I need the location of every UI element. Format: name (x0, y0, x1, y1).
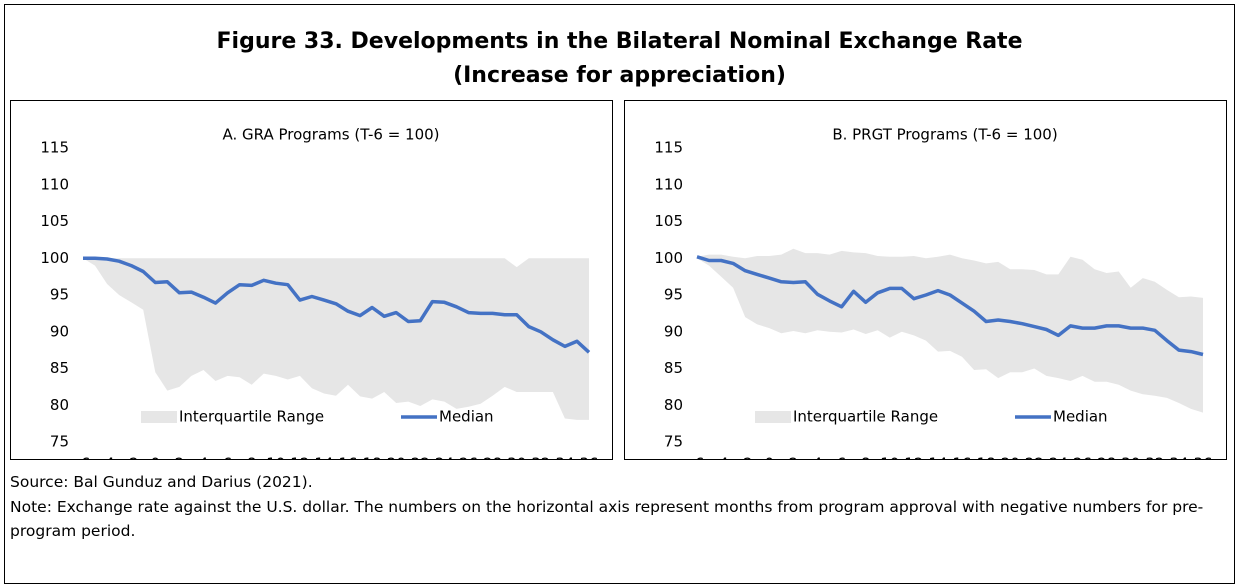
source: Source: Bal Gunduz and Darius (2021). (10, 473, 313, 491)
x-tick-label: -2 (738, 455, 753, 461)
x-tick-label: -6 (76, 455, 91, 461)
y-tick-label: 85 (664, 359, 683, 377)
x-tick-label: 10 (266, 455, 285, 461)
chart-panel: A. GRA Programs (T-6 = 100)7580859095100… (10, 100, 613, 460)
figure-subtitle: (Increase for appreciation) (453, 63, 786, 88)
x-tick-label: 26 (1073, 455, 1092, 461)
x-tick-label: 18 (977, 455, 996, 461)
legend-label: Median (1053, 408, 1108, 426)
x-tick-label: 16 (339, 455, 358, 461)
x-tick-label: 2 (175, 455, 185, 461)
y-tick-label: 105 (40, 212, 69, 230)
x-tick-label: 34 (555, 455, 574, 461)
x-tick-label: -4 (100, 455, 115, 461)
x-tick-label: 8 (861, 455, 871, 461)
x-tick-label: 32 (1145, 455, 1164, 461)
x-tick-label: 24 (435, 455, 454, 461)
legend-label: Median (439, 408, 494, 426)
y-tick-label: 80 (664, 396, 683, 414)
legend-label: Interquartile Range (793, 408, 938, 426)
y-tick-label: 115 (40, 139, 69, 157)
x-tick-label: 26 (459, 455, 478, 461)
x-tick-label: 16 (953, 455, 972, 461)
x-tick-label: 14 (928, 455, 947, 461)
x-tick-label: 30 (507, 455, 526, 461)
chart-title: A. GRA Programs (T-6 = 100) (222, 126, 439, 144)
y-tick-label: 110 (40, 175, 69, 193)
x-tick-label: 30 (1121, 455, 1140, 461)
y-tick-label: 95 (664, 286, 683, 304)
x-tick-label: 12 (904, 455, 923, 461)
x-tick-label: 8 (247, 455, 257, 461)
y-tick-label: 90 (50, 322, 69, 340)
x-tick-label: 0 (765, 455, 775, 461)
y-tick-label: 105 (654, 212, 683, 230)
range-area (697, 248, 1203, 413)
y-tick-label: 115 (654, 139, 683, 157)
x-tick-label: 10 (880, 455, 899, 461)
x-tick-label: 4 (813, 455, 823, 461)
y-tick-label: 110 (654, 175, 683, 193)
x-tick-label: 22 (411, 455, 430, 461)
chart-title: B. PRGT Programs (T-6 = 100) (832, 126, 1057, 144)
x-tick-label: 4 (199, 455, 209, 461)
note: Note: Exchange rate against the U.S. dol… (10, 498, 1204, 540)
x-tick-label: 0 (151, 455, 161, 461)
figure-title: Figure 33. Developments in the Bilateral… (216, 29, 1023, 54)
y-tick-label: 100 (654, 249, 683, 267)
median-line (696, 255, 1204, 357)
x-tick-label: 34 (1169, 455, 1188, 461)
x-tick-label: 36 (1193, 455, 1212, 461)
x-tick-label: 28 (1097, 455, 1116, 461)
x-tick-label: -6 (690, 455, 705, 461)
x-tick-label: 24 (1049, 455, 1068, 461)
x-tick-label: -2 (124, 455, 139, 461)
y-tick-label: 95 (50, 286, 69, 304)
x-tick-label: 2 (789, 455, 799, 461)
x-tick-label: 20 (387, 455, 406, 461)
x-tick-label: 6 (837, 455, 847, 461)
x-tick-label: 28 (483, 455, 502, 461)
x-tick-label: 20 (1001, 455, 1020, 461)
x-tick-label: 32 (531, 455, 550, 461)
x-tick-label: 22 (1025, 455, 1044, 461)
y-tick-label: 100 (40, 249, 69, 267)
x-tick-label: 18 (363, 455, 382, 461)
legend-label: Interquartile Range (179, 408, 324, 426)
legend-swatch (141, 411, 177, 423)
x-tick-label: 36 (579, 455, 598, 461)
median-line (83, 256, 591, 354)
x-tick-label: 12 (290, 455, 309, 461)
figure: Figure 33. Developments in the Bilateral… (4, 4, 1235, 584)
y-tick-label: 80 (50, 396, 69, 414)
x-tick-label: 6 (223, 455, 233, 461)
y-tick-label: 75 (664, 433, 683, 451)
y-tick-label: 90 (664, 322, 683, 340)
x-tick-label: 14 (314, 455, 333, 461)
y-tick-label: 75 (50, 433, 69, 451)
legend-swatch (755, 411, 791, 423)
x-tick-label: -4 (714, 455, 729, 461)
y-tick-label: 85 (50, 359, 69, 377)
chart-panel: B. PRGT Programs (T-6 = 100)758085909510… (624, 100, 1227, 460)
